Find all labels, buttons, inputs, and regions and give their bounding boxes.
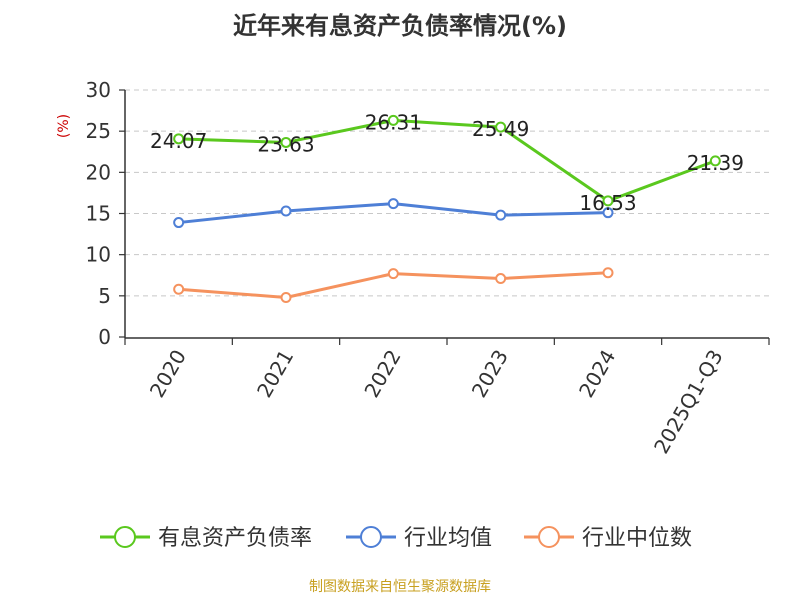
data-point (387, 114, 399, 126)
y-tick-label: 20 (86, 160, 111, 184)
data-label: 25.49 (472, 117, 529, 141)
data-point (387, 198, 399, 210)
legend-label: 行业中位数 (582, 526, 692, 551)
y-tick-label: 10 (86, 243, 111, 267)
legend-marker (360, 526, 382, 548)
legend-label: 有息资产负债率 (158, 526, 312, 551)
series-group (173, 114, 721, 303)
data-point (173, 133, 185, 145)
data-point (280, 205, 292, 217)
data-point (602, 207, 614, 219)
gridlines (125, 89, 769, 297)
legend-marker (538, 526, 560, 548)
legend-marker (114, 526, 136, 548)
data-point (387, 268, 399, 280)
data-point (495, 273, 507, 285)
data-label: 26.31 (365, 110, 422, 134)
series-line (178, 118, 716, 203)
data-point (173, 283, 185, 295)
y-tick-label: 30 (86, 78, 111, 102)
data-point (602, 267, 614, 279)
data-point (173, 217, 185, 229)
y-tick-label: 15 (86, 202, 111, 226)
x-tick-label: 2021 (252, 346, 298, 402)
x-tick-label: 2020 (145, 346, 191, 402)
x-tick-label: 2025Q1-Q3 (649, 346, 728, 458)
y-tick-label: 0 (98, 325, 111, 349)
x-tick-label: 2022 (359, 346, 405, 402)
data-point (495, 121, 507, 133)
data-label: 24.07 (150, 129, 207, 153)
x-tick-label: 2024 (574, 346, 620, 402)
y-tick-label: 25 (86, 119, 111, 143)
data-point (495, 209, 507, 221)
legend: 有息资产负债率 行业均值 行业中位数 (100, 526, 692, 551)
data-point (709, 155, 721, 167)
y-axis-label: (%) (56, 114, 72, 138)
data-labels: 24.07 23.63 26.31 25.49 16.53 21.39 (150, 110, 744, 215)
source-note: 制图数据来自恒生聚源数据库 (309, 579, 491, 595)
data-point (602, 195, 614, 207)
chart-title: 近年来有息资产负债率情况(%) (233, 12, 567, 40)
data-point (280, 136, 292, 148)
legend-label: 行业均值 (404, 526, 492, 551)
data-label: 16.53 (579, 191, 636, 215)
data-label: 23.63 (257, 132, 314, 156)
data-label: 21.39 (687, 151, 744, 175)
data-point (280, 291, 292, 303)
x-tick-label: 2023 (467, 345, 513, 401)
y-tick-label: 5 (98, 284, 111, 308)
